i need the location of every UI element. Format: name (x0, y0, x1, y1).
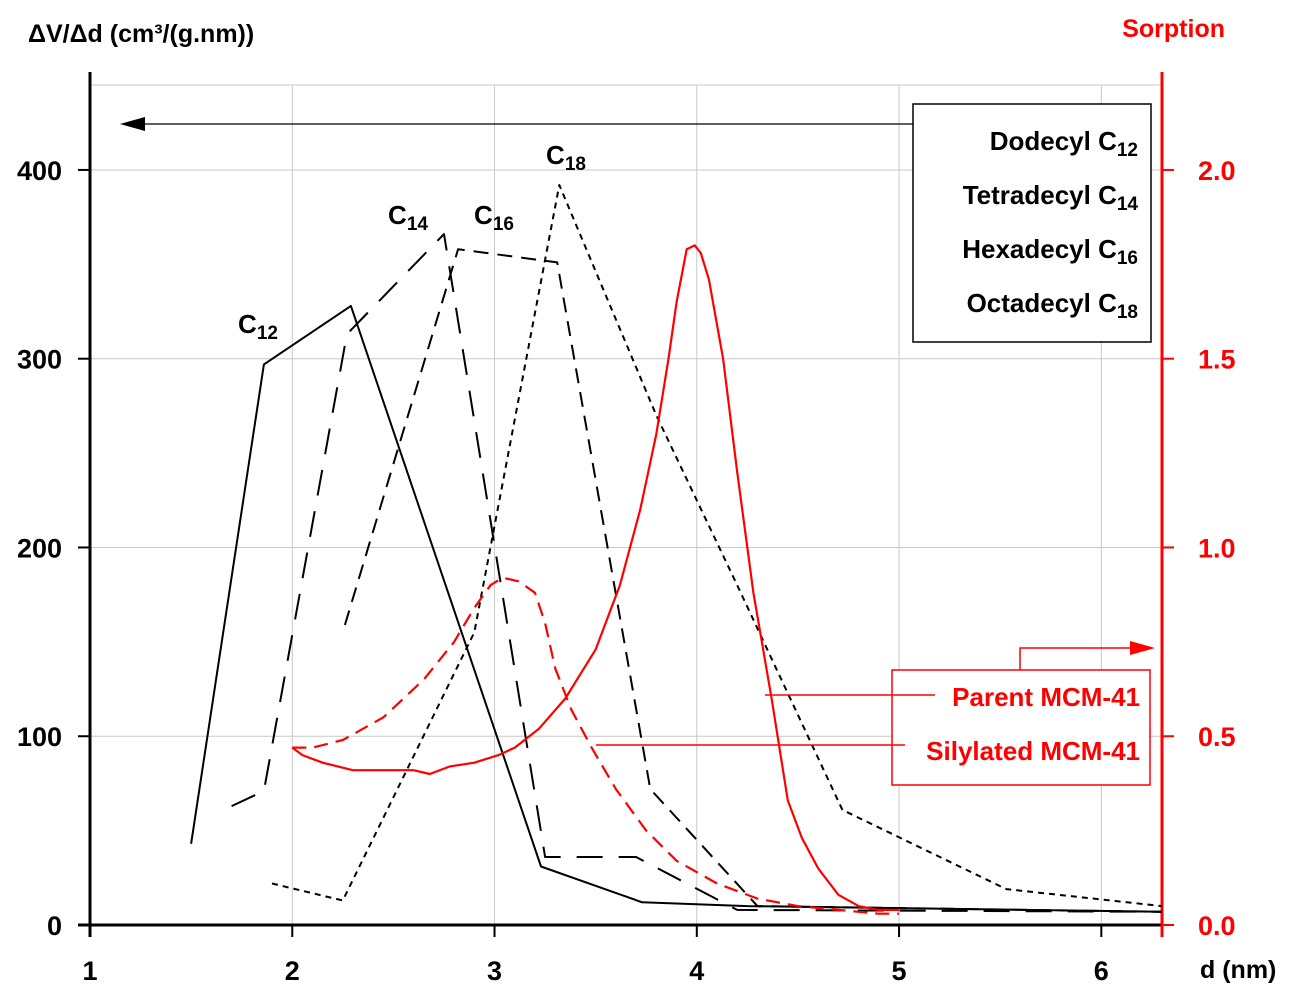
series-line-parent-mcm-41 (291, 244, 900, 912)
labels: ΔV/Δd (cm³/(g.nm)) Sorption d (nm) (28, 15, 1276, 984)
series-label-c12: C12 (238, 309, 278, 344)
x-axis-label: d (nm) (1200, 956, 1276, 984)
x-tick-label: 4 (689, 956, 704, 986)
x-tick-label: 5 (892, 956, 907, 986)
series-group: C12 C14 C16 C18 (190, 140, 1163, 915)
left-tick-label: 400 (17, 156, 62, 186)
x-tick-label: 2 (285, 956, 300, 986)
x-tick-label: 3 (487, 956, 502, 986)
legend-right-arrow-head (1130, 641, 1155, 655)
x-tick-label: 1 (82, 956, 97, 986)
series-label-c14: C14 (388, 200, 428, 235)
series-label-c16: C16 (474, 200, 514, 235)
legend-left-entry: Tetradecyl C14 (963, 180, 1139, 215)
left-tick-label: 300 (17, 345, 62, 375)
series-label-c18: C18 (546, 140, 586, 175)
left-tick-label: 100 (17, 722, 62, 752)
left-tick-label: 0 (47, 911, 62, 941)
legend-left-arrow-head (120, 117, 145, 131)
left-axis-title: ΔV/Δd (cm³/(g.nm)) (28, 20, 254, 48)
series-line-silylated-mcm-41 (292, 576, 900, 915)
legend-right-entry-parent: Parent MCM-41 (952, 682, 1140, 712)
right-tick-label: 0.5 (1198, 722, 1236, 752)
legend-left-entry: Hexadecyl C16 (962, 234, 1138, 269)
legend-right-box (891, 669, 1151, 786)
right-axis-title: Sorption (1122, 15, 1225, 43)
right-tick-label: 1.0 (1198, 533, 1236, 563)
axes: 1 2 3 4 5 6 0 100 200 300 400 0.0 0.5 1.0 1.5 2.0 (17, 72, 1236, 986)
right-tick-label: 1.5 (1198, 345, 1236, 375)
series-line-c16 (343, 248, 1163, 913)
x-tick-label: 6 (1094, 956, 1109, 986)
series-line-c12 (190, 304, 1163, 913)
left-tick-label: 200 (17, 533, 62, 563)
legend-right-entry-silylated: Silylated MCM-41 (926, 736, 1140, 766)
right-tick-label: 0.0 (1198, 911, 1236, 941)
legend-left-box (912, 103, 1152, 343)
legends: Dodecyl C12 Tetradecyl C14 Hexadecyl C16 Oc… (120, 103, 1155, 786)
legend-left-entry: Octadecyl C18 (967, 288, 1138, 323)
legend-left-entry: Dodecyl C12 (990, 126, 1138, 161)
right-tick-label: 2.0 (1198, 156, 1236, 186)
legend-right-arrow-line (1019, 647, 1132, 670)
